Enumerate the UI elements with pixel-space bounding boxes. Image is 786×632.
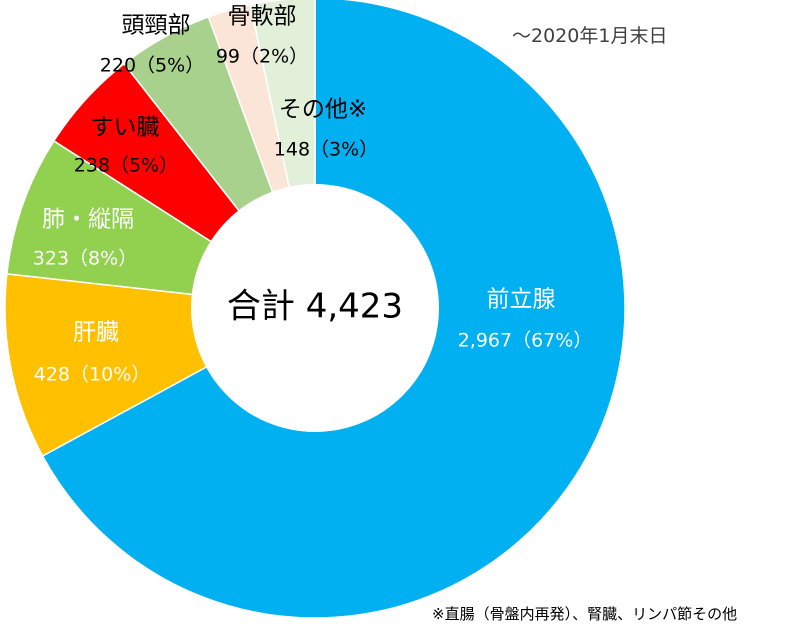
footnote: ※直腸（骨盤内再発）、腎臓、リンパ節その他 [432,605,738,623]
slice-value-label: 220（5%） [100,55,204,77]
labels-layer: 前立腺 2,967（67%） 肝臓 428（10%） 肺・縦隔 323（8%） すい臓 238… [33,4,593,386]
date-note: ～2020年1月末日 [512,25,668,47]
slice-value-label: 323（8%） [33,248,137,270]
center-total-label: 合計 4,423 [227,287,403,327]
slice-name-label: 肺・縦隔 [42,207,134,233]
slice-name-label: 骨軟部 [228,4,297,30]
slice-name-label: 前立腺 [487,287,556,313]
slice-name-label: その他※ [279,97,367,123]
slice-name-label: すい臓 [91,115,160,141]
slice-value-label: 428（10%） [34,364,151,386]
slice-name-label: 頭頸部 [122,13,191,39]
slice-name-label: 肝臓 [73,320,119,346]
donut-hole [191,184,439,432]
slice-value-label: 2,967（67%） [458,330,593,352]
slice-value-label: 238（5%） [74,155,178,177]
slice-value-label: 99（2%） [216,46,308,68]
slice-value-label: 148（3%） [274,139,378,161]
